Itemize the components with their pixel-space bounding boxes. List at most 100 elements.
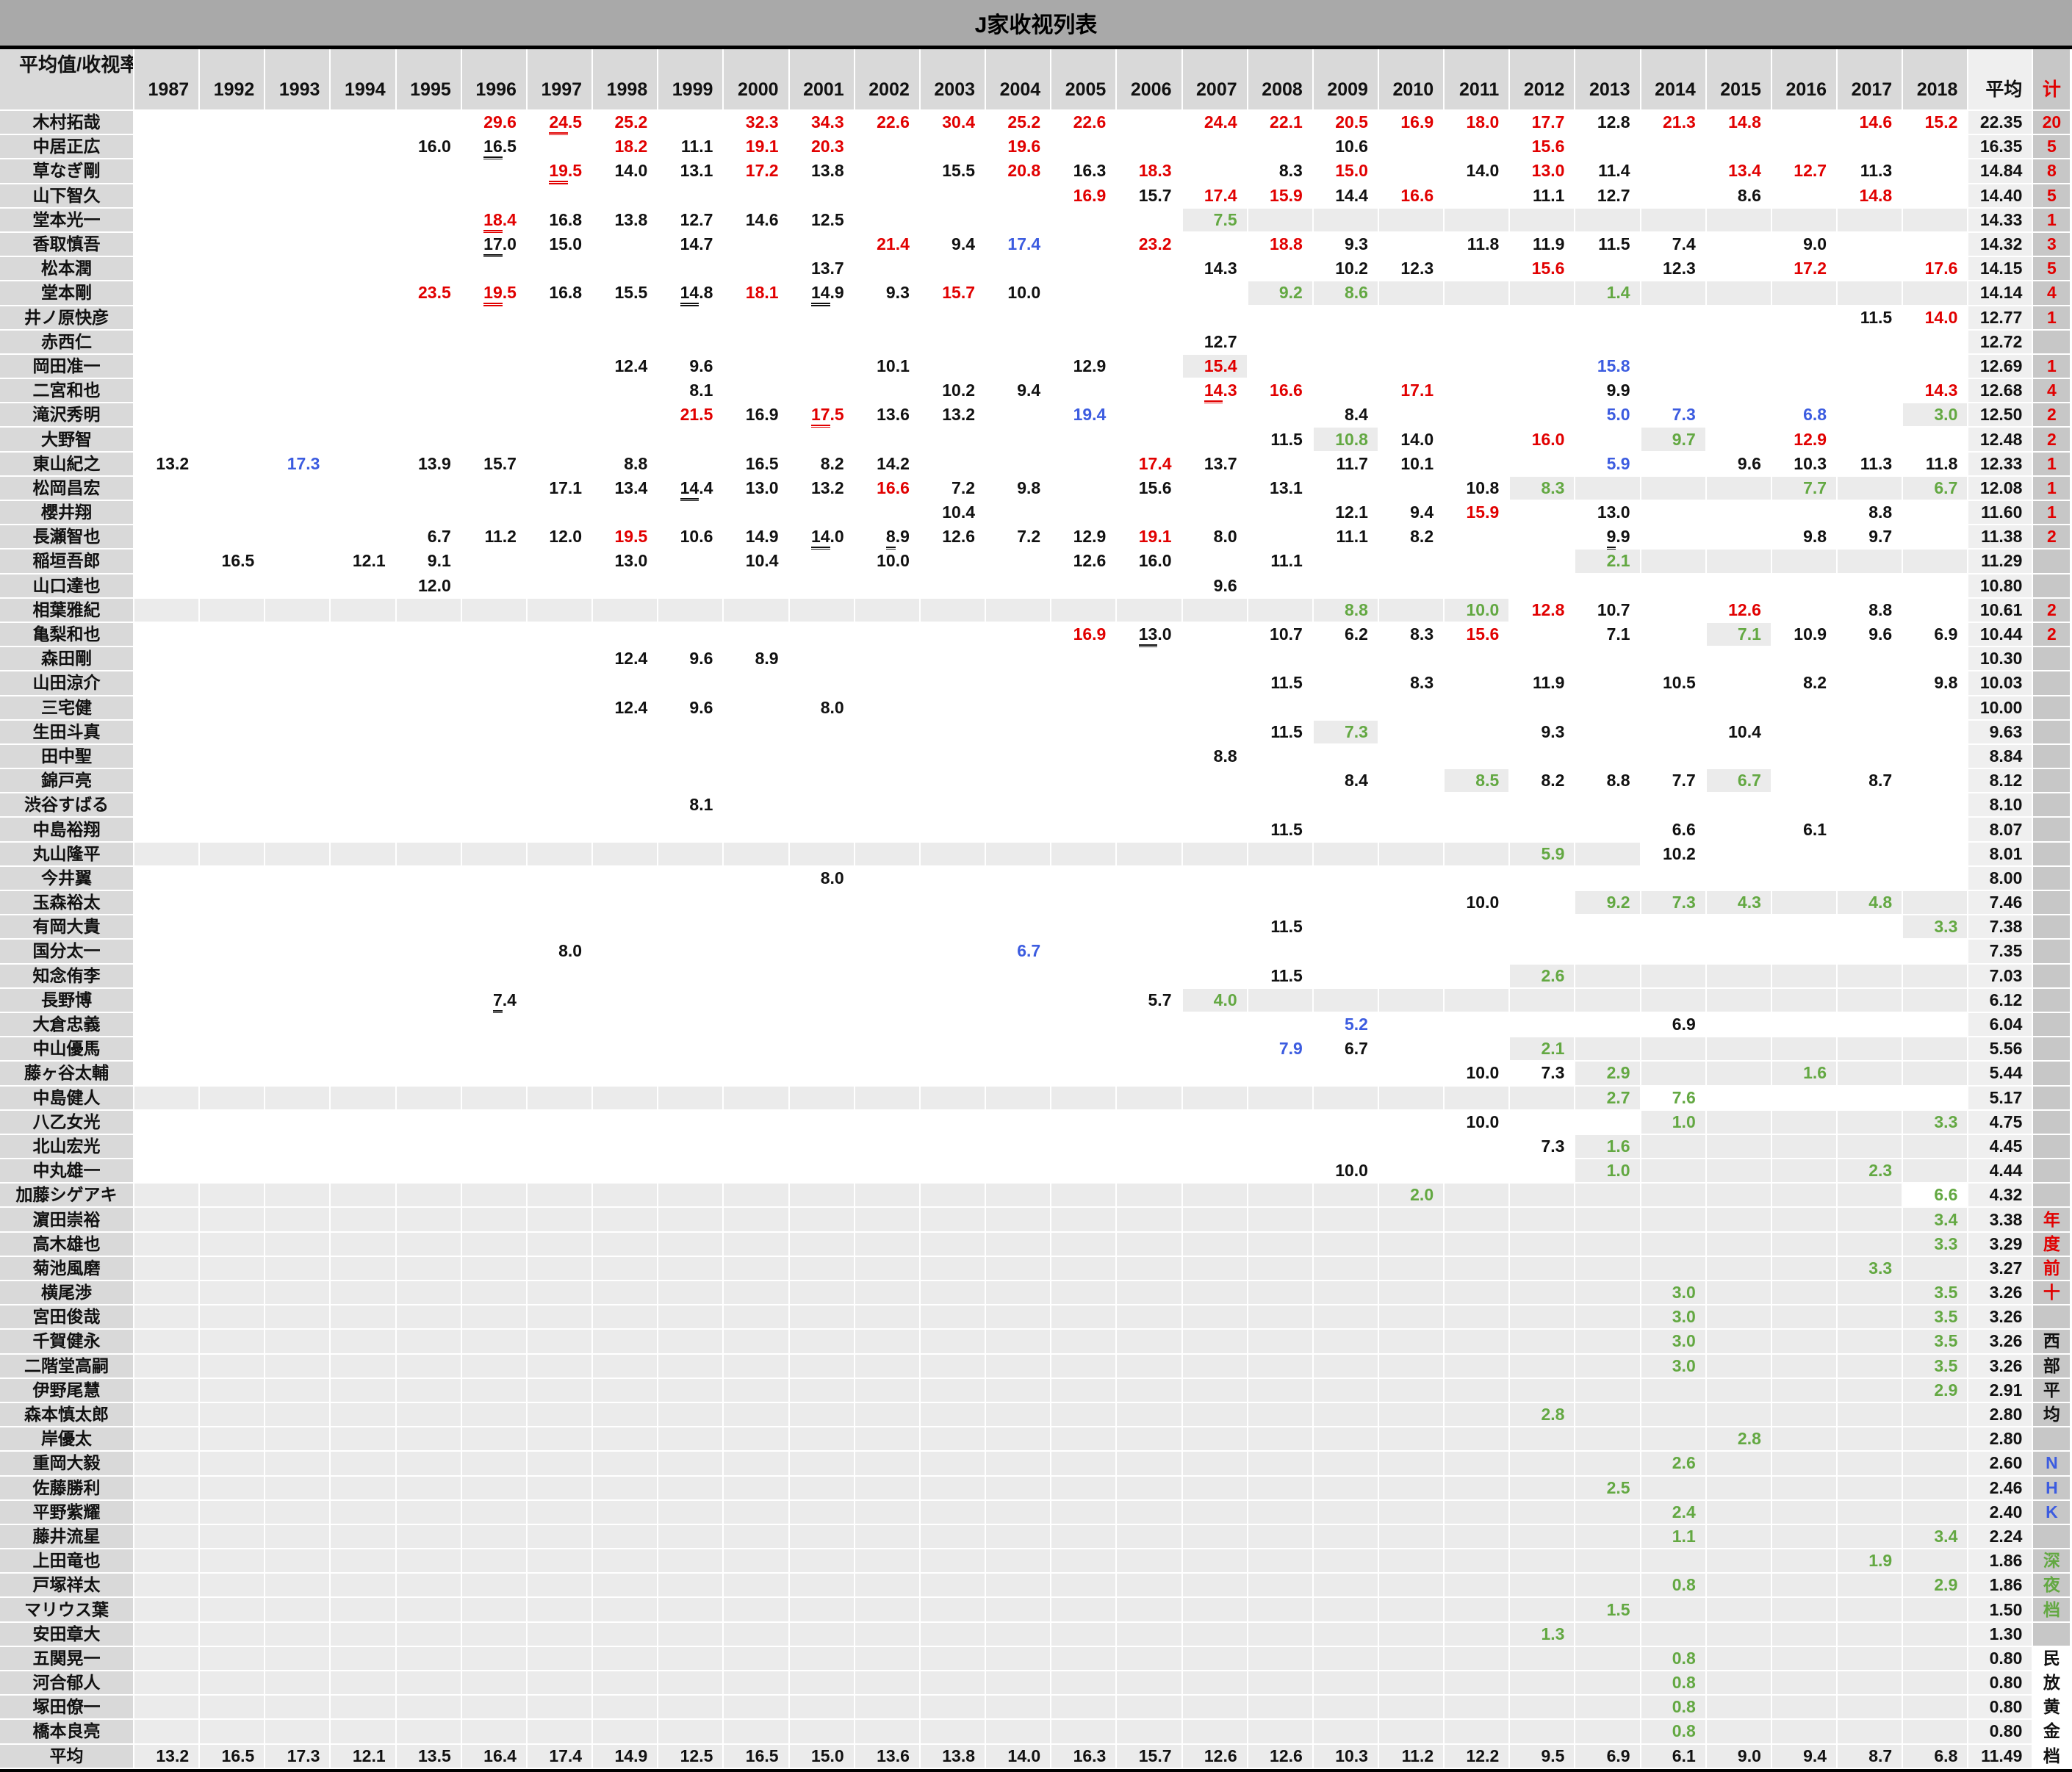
rating-cell-1995: 13.5 <box>396 1744 462 1769</box>
rating-cell-2010 <box>1378 1305 1445 1330</box>
rating-cell-2017 <box>1838 1646 1904 1671</box>
rating-cell-1997: 16.8 <box>527 281 594 306</box>
rating-cell-2014 <box>1641 1208 1707 1233</box>
rating-cell-2014 <box>1641 1256 1707 1281</box>
row-average-value: 6.04 <box>1968 1012 2034 1038</box>
rating-cell-2006 <box>1117 1208 1183 1233</box>
row-count-cell <box>2033 1012 2072 1038</box>
rating-cell-1996 <box>461 1037 528 1062</box>
rating-cell-1992 <box>200 1037 266 1062</box>
rating-cell-2004 <box>986 988 1052 1013</box>
rating-cell-2010 <box>1378 159 1445 184</box>
rating-cell-1999 <box>658 1646 724 1671</box>
rating-cell-1998 <box>593 232 659 258</box>
rating-cell-2011 <box>1445 1622 1511 1647</box>
rating-cell-1997 <box>527 1037 594 1062</box>
rating-cell-2002 <box>855 1622 921 1647</box>
rating-cell-1987: 13.2 <box>134 1744 201 1769</box>
rating-cell-2014 <box>1641 550 1707 575</box>
rating-cell-1994 <box>331 1720 397 1745</box>
rating-cell-2013 <box>1575 1256 1641 1281</box>
rating-cell-1999: 9.6 <box>658 696 724 721</box>
rating-cell-2000 <box>724 1281 790 1306</box>
rating-cell-2015 <box>1706 501 1772 526</box>
table-row: 渋谷すばる 8.1 8.10 <box>0 793 2072 818</box>
table-row: 北山宏光 7.3 1.6 4.45 <box>0 1134 2072 1160</box>
rating-cell-2011 <box>1445 696 1511 721</box>
rating-cell-1994 <box>331 622 397 648</box>
rating-cell-2012 <box>1510 1452 1576 1477</box>
rating-cell-2013 <box>1575 744 1641 770</box>
rating-cell-2009: 11.7 <box>1313 452 1379 477</box>
rating-cell-2004 <box>986 1086 1052 1111</box>
rating-cell-2009 <box>1313 1696 1379 1721</box>
rating-cell-2013 <box>1575 1646 1641 1671</box>
rating-cell-2016 <box>1771 1720 1838 1745</box>
row-count-cell <box>2033 1086 2072 1111</box>
rating-cell-1994 <box>331 1452 397 1477</box>
rating-cell-2015 <box>1706 550 1772 575</box>
rating-cell-2010 <box>1378 720 1445 745</box>
rating-cell-1999 <box>658 1598 724 1623</box>
rating-cell-1995 <box>396 598 462 623</box>
rating-cell-1987 <box>134 1524 201 1550</box>
rating-cell-2007 <box>1182 1574 1248 1599</box>
row-count-cell: 1 <box>2033 306 2072 331</box>
table-row: 草なぎ剛 19.5 14.0 13.1 17.2 13.8 15.5 20.8 16.3 18.3… <box>0 159 2072 185</box>
rating-cell-2013 <box>1575 1402 1641 1428</box>
rating-cell-2011 <box>1445 1354 1511 1379</box>
rating-cell-2000: 19.1 <box>724 135 790 160</box>
rating-cell-1999 <box>658 769 724 794</box>
rating-cell-2008 <box>1248 647 1314 672</box>
rating-cell-2004 <box>986 866 1052 891</box>
rating-cell-2012 <box>1510 818 1576 843</box>
rating-cell-2002 <box>855 1574 921 1599</box>
rating-cell-2005 <box>1051 1134 1118 1160</box>
row-name: マリウス葉 <box>0 1598 134 1623</box>
rating-cell-1998 <box>593 1110 659 1135</box>
rating-cell-2014 <box>1641 379 1707 404</box>
rating-cell-1999 <box>658 818 724 843</box>
rating-cell-2007 <box>1182 1086 1248 1111</box>
rating-cell-2007: 9.6 <box>1182 574 1248 599</box>
rating-cell-2013 <box>1575 208 1641 233</box>
row-average-value: 0.80 <box>1968 1696 2034 1721</box>
rating-cell-2015 <box>1706 842 1772 867</box>
rating-cell-2016 <box>1771 1086 1838 1111</box>
rating-cell-2004 <box>986 1208 1052 1233</box>
rating-cell-1996 <box>461 1378 528 1403</box>
rating-cell-2016 <box>1771 1232 1838 1257</box>
rating-cell-2002 <box>855 988 921 1013</box>
rating-cell-2001 <box>789 1208 855 1233</box>
rating-cell-1998 <box>593 1427 659 1452</box>
rating-cell-2011 <box>1445 671 1511 696</box>
rating-cell-2003 <box>920 1037 987 1062</box>
rating-cell-2014 <box>1641 866 1707 891</box>
rating-cell-1998 <box>593 1720 659 1745</box>
rating-cell-1987 <box>134 1720 201 1745</box>
rating-cell-2016: 12.7 <box>1771 159 1838 184</box>
rating-cell-2016: 6.1 <box>1771 818 1838 843</box>
rating-cell-1997 <box>527 574 594 599</box>
rating-cell-2013: 2.7 <box>1575 1086 1641 1111</box>
rating-cell-2011 <box>1445 1330 1511 1355</box>
rating-cell-2001 <box>789 1012 855 1038</box>
rating-cell-1994 <box>331 1402 397 1428</box>
rating-cell-2018 <box>1903 428 1969 453</box>
rating-cell-2007: 12.6 <box>1182 1744 1248 1769</box>
rating-cell-1998 <box>593 428 659 453</box>
rating-cell-2001 <box>789 1549 855 1574</box>
rating-cell-2013 <box>1575 915 1641 940</box>
rating-cell-1992 <box>200 354 266 380</box>
rating-cell-1992 <box>200 696 266 721</box>
rating-cell-2017 <box>1838 720 1904 745</box>
rating-cell-2005 <box>1051 1037 1118 1062</box>
rating-cell-2006 <box>1117 306 1183 331</box>
rating-cell-2014 <box>1641 1476 1707 1501</box>
rating-cell-2013 <box>1575 1622 1641 1647</box>
row-count-cell: 黄 <box>2033 1696 2072 1721</box>
rating-cell-2014 <box>1641 696 1707 721</box>
rating-cell-2015 <box>1706 1378 1772 1403</box>
rating-cell-2012 <box>1510 1232 1576 1257</box>
rating-cell-2015 <box>1706 1500 1772 1525</box>
